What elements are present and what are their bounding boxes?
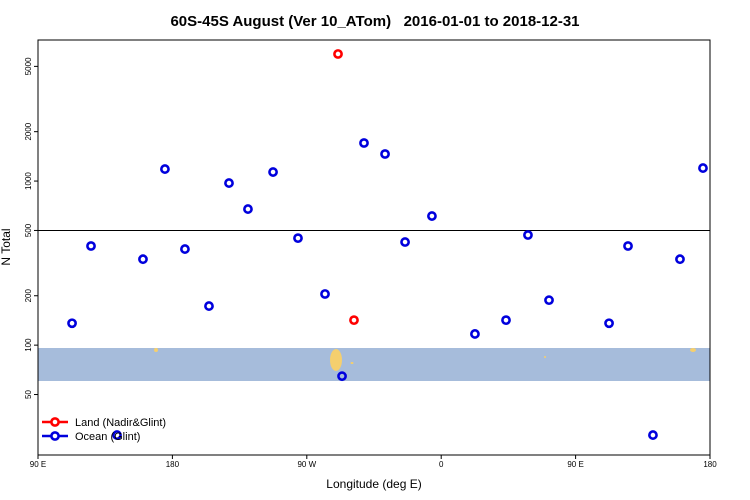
- point: [648, 430, 658, 440]
- plot-frame: [37, 39, 711, 456]
- x-tick-label: 90 E: [567, 460, 583, 469]
- point: [400, 237, 410, 247]
- point: [86, 241, 96, 251]
- x-tick-label: 0: [439, 460, 444, 469]
- point: [337, 371, 347, 382]
- y-tick-label: 1000: [24, 172, 33, 190]
- point: [67, 318, 77, 329]
- x-tick-label: 180: [166, 460, 180, 469]
- point: [320, 289, 330, 299]
- x-tick-label: 180: [703, 460, 717, 469]
- chart-title: 60S-45S August (Ver 10_ATom) 2016-01-01 …: [170, 13, 579, 30]
- point: [160, 164, 170, 174]
- point: [268, 167, 278, 177]
- y-tick-label: 100: [24, 338, 33, 352]
- x-axis-label: Longitude (deg E): [326, 477, 421, 491]
- point: [138, 254, 148, 265]
- point: [501, 315, 511, 326]
- y-tick-label: 500: [24, 223, 33, 237]
- point: [204, 301, 214, 311]
- point: [180, 244, 190, 254]
- point: [523, 230, 533, 240]
- y-tick-label: 50: [24, 390, 33, 399]
- x-tick-label: 90 E: [30, 460, 46, 469]
- y-tick-label: 5000: [24, 57, 33, 75]
- point: [544, 295, 554, 306]
- legend-marker: [50, 417, 60, 427]
- legend-label: Ocean (Glint): [75, 431, 140, 443]
- point: [427, 211, 437, 221]
- point: [293, 233, 303, 244]
- point: [604, 318, 614, 329]
- y-tick-label: 2000: [24, 122, 33, 140]
- y-tick-label: 200: [24, 289, 33, 303]
- point: [380, 149, 390, 159]
- map-band: [38, 348, 710, 381]
- point: [623, 241, 633, 251]
- point: [224, 178, 234, 188]
- legend-label: Land (Nadir&Glint): [75, 417, 166, 429]
- land-specks: [154, 348, 696, 371]
- x-tick-label: 90 W: [297, 460, 316, 469]
- point: [243, 204, 253, 214]
- point: [349, 315, 359, 326]
- point: [675, 254, 685, 265]
- point: [333, 49, 343, 59]
- point: [698, 163, 708, 173]
- legend-marker: [50, 431, 60, 441]
- point: [112, 430, 122, 440]
- y-axis-label: N Total: [0, 228, 13, 265]
- point: [359, 138, 369, 148]
- point: [470, 329, 480, 339]
